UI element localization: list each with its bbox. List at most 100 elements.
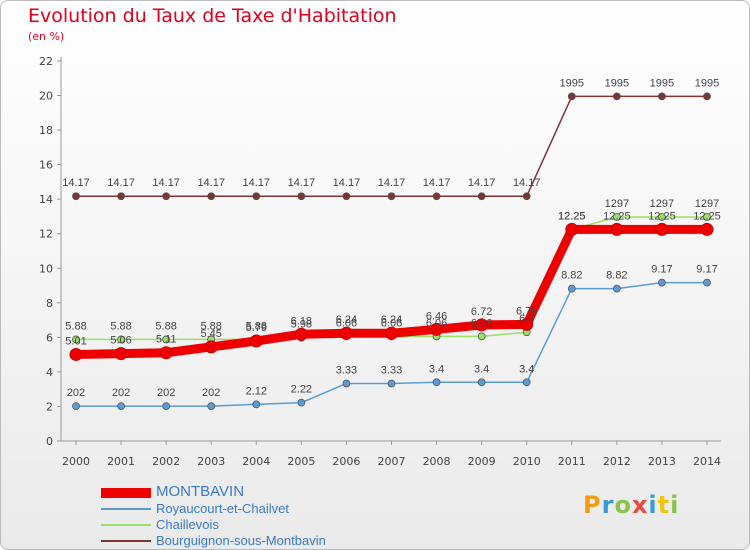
data-point [72, 192, 80, 201]
data-label: 14.17 [468, 177, 496, 189]
data-point [297, 398, 306, 407]
data-label: 202 [112, 387, 130, 399]
data-point [432, 192, 441, 201]
y-tick-label: 20 [39, 90, 53, 103]
data-label: 3.4 [519, 363, 534, 375]
logo-letter: i [648, 491, 658, 519]
x-tick-label: 2011 [558, 455, 586, 468]
series-royaucourt-et-chailvet [72, 278, 711, 411]
data-point [655, 222, 669, 236]
series-montbavin [69, 222, 714, 361]
data-label: 14.17 [152, 177, 180, 189]
data-point [430, 322, 444, 336]
data-point [117, 192, 125, 201]
data-point [522, 192, 531, 201]
x-tick-label: 2001 [107, 455, 135, 468]
data-point [207, 402, 216, 411]
data-label: 5.88 [201, 320, 222, 332]
x-tick-label: 2014 [693, 455, 721, 468]
data-label: 14.17 [333, 177, 361, 189]
proxiti-logo: Proxiti [583, 491, 679, 519]
x-tick-label: 2010 [513, 455, 541, 468]
legend-label-chaillevois: Chaillevois [156, 517, 219, 532]
data-label: 5.11 [156, 334, 177, 346]
data-point [69, 347, 83, 361]
data-label: 1297 [650, 198, 674, 210]
x-tick-label: 2012 [603, 455, 631, 468]
y-tick-label: 0 [46, 435, 53, 448]
chart-unit: (en %) [28, 30, 65, 43]
data-point [658, 92, 666, 101]
data-point [565, 222, 579, 236]
data-point [522, 378, 531, 387]
data-point [567, 284, 576, 293]
data-point [249, 334, 263, 348]
y-tick-label: 4 [46, 366, 53, 379]
x-tick-label: 2013 [648, 455, 676, 468]
data-label: 14.17 [243, 177, 271, 189]
logo-letter: P [583, 491, 602, 519]
data-label: 14.17 [288, 177, 316, 189]
data-label: 5.06 [110, 335, 131, 347]
data-label: 12.25 [648, 210, 676, 222]
data-point [162, 192, 171, 201]
chart-title: Evolution du Taux de Taxe d'Habitation [28, 5, 397, 27]
data-label: 5.88 [246, 320, 267, 332]
logo-letter: x [631, 491, 649, 519]
data-point [700, 222, 714, 236]
data-label: 14.17 [423, 177, 451, 189]
data-label: 1297 [605, 198, 629, 210]
data-label: 14.17 [107, 177, 135, 189]
data-point [658, 213, 666, 221]
legend-swatch-chaillevois [101, 524, 151, 526]
data-label: 3.4 [474, 363, 489, 375]
y-tick-label: 10 [39, 262, 53, 275]
data-label: 5.88 [65, 320, 86, 332]
legend-label-montbavin: MONTBAVIN [156, 483, 245, 500]
data-point [567, 92, 576, 101]
data-label: 12.25 [558, 210, 586, 222]
data-label: 14.17 [378, 177, 406, 189]
data-label: 2.12 [246, 385, 267, 397]
data-point [162, 335, 171, 344]
data-label: 6.75 [516, 305, 537, 317]
data-point [610, 222, 624, 236]
logo-letter: i [670, 491, 680, 519]
data-point [385, 326, 398, 340]
data-label: 14.17 [62, 177, 90, 189]
data-label: 8.82 [561, 270, 582, 282]
data-point [114, 347, 128, 361]
data-point [520, 317, 534, 331]
y-tick-label: 16 [39, 159, 53, 172]
data-label: 12.25 [603, 210, 631, 222]
data-point [297, 192, 306, 201]
y-tick-label: 6 [46, 331, 53, 344]
data-label: 5.45 [201, 328, 222, 340]
data-point [339, 326, 353, 340]
data-label: 3.33 [381, 364, 402, 376]
x-tick-label: 2002 [152, 455, 180, 468]
data-point [387, 379, 396, 388]
data-label: 12.25 [558, 210, 586, 222]
data-label: 1995 [650, 77, 674, 89]
data-point [342, 192, 351, 201]
data-label: 1995 [605, 77, 629, 89]
data-label: 8.82 [606, 270, 627, 282]
data-point [207, 192, 216, 201]
x-tick-label: 2007 [378, 455, 406, 468]
logo-letter: o [614, 491, 632, 519]
data-point [117, 335, 125, 344]
data-label: 6.06 [426, 317, 447, 329]
x-tick-label: 2005 [287, 455, 315, 468]
y-tick-label: 18 [39, 124, 53, 137]
data-label: 202 [157, 387, 175, 399]
data-label: 9.17 [651, 264, 672, 276]
logo-letter: r [601, 491, 615, 519]
data-label: 6.06 [381, 317, 402, 329]
series-bourguignon-sous-montbavin [72, 92, 711, 201]
data-label: 3.4 [429, 363, 444, 375]
data-label: 6.24 [381, 314, 402, 326]
data-label: 5.01 [65, 335, 86, 347]
data-label: 202 [202, 387, 220, 399]
data-point [252, 400, 261, 409]
